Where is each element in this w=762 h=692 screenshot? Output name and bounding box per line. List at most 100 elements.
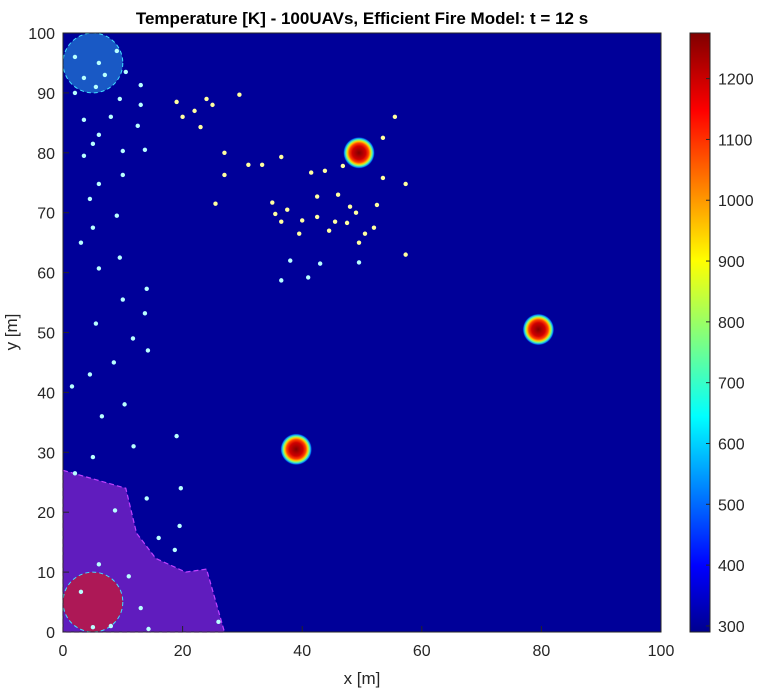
uav-point xyxy=(93,84,99,90)
uav-point xyxy=(138,605,143,611)
uav-point xyxy=(111,360,117,365)
colorbar-tick-label: 1200 xyxy=(718,72,754,89)
uav-point xyxy=(120,297,126,302)
y-tick-label: 100 xyxy=(28,26,55,43)
uav-point xyxy=(237,92,242,97)
uav-point xyxy=(156,535,161,541)
uav-point xyxy=(144,496,149,501)
uav-point xyxy=(117,96,123,102)
uav-point xyxy=(210,102,215,108)
y-tick-label: 20 xyxy=(37,505,55,522)
colorbar-tick-label: 900 xyxy=(718,254,745,271)
colorbar-tick-label: 700 xyxy=(718,376,745,393)
colorbar-tick-label: 1000 xyxy=(718,193,754,210)
uav-point xyxy=(314,194,320,199)
uav-point xyxy=(216,619,221,625)
uav-point xyxy=(120,148,126,154)
uav-point xyxy=(213,201,218,206)
uav-point xyxy=(131,444,136,449)
colorbar-tick-label: 600 xyxy=(718,436,745,453)
fire-hotspot-1 xyxy=(343,136,376,169)
uav-point xyxy=(177,523,182,529)
uav-point xyxy=(126,574,131,579)
uav-point xyxy=(108,623,114,629)
y-axis-label: y [m] xyxy=(2,314,21,351)
uav-point xyxy=(403,181,408,187)
uav-point xyxy=(87,196,93,202)
uav-point xyxy=(380,175,386,181)
uav-point xyxy=(259,162,265,167)
uav-point xyxy=(222,172,227,178)
uav-point xyxy=(285,207,290,212)
uav-point xyxy=(178,486,184,491)
uav-point xyxy=(114,48,120,54)
uav-point xyxy=(270,200,275,205)
y-tick-label: 50 xyxy=(37,326,55,343)
uav-point xyxy=(96,60,102,66)
uav-point xyxy=(96,266,102,271)
uav-point xyxy=(78,589,84,595)
uav-point xyxy=(332,219,338,224)
uav-point xyxy=(99,414,105,419)
uav-point xyxy=(374,202,380,208)
x-tick-label: 60 xyxy=(413,643,431,660)
y-tick-label: 40 xyxy=(37,385,55,402)
y-tick-label: 60 xyxy=(37,266,55,283)
x-tick-label: 80 xyxy=(533,643,551,660)
uav-point xyxy=(172,547,178,553)
uav-point xyxy=(180,114,185,120)
uav-point xyxy=(279,219,284,224)
colorbar-ticks: 300 400 500 600 700 800 900 1000 1100 1200 xyxy=(706,72,754,636)
uav-point xyxy=(72,90,78,96)
uav-point xyxy=(392,114,398,120)
uav-point xyxy=(380,135,386,141)
uav-point xyxy=(117,255,123,260)
x-tick-label: 100 xyxy=(648,643,675,660)
fire-hotspot-2 xyxy=(522,313,555,346)
colorbar-tick-label: 500 xyxy=(718,497,745,514)
uav-point xyxy=(144,286,149,291)
y-tick-label: 80 xyxy=(37,146,55,163)
uav-point xyxy=(93,321,99,326)
x-tick-label: 0 xyxy=(59,643,68,660)
y-tick-label: 30 xyxy=(37,445,55,462)
uav-point xyxy=(192,108,197,114)
uav-point xyxy=(362,231,368,236)
uav-point xyxy=(322,168,328,173)
uav-point xyxy=(112,508,118,513)
uav-point xyxy=(174,433,179,439)
y-axis: 0 10 20 30 40 50 60 70 80 90 100 xyxy=(28,26,69,642)
uav-point xyxy=(317,261,323,266)
uav-point xyxy=(87,372,93,377)
uav-point xyxy=(81,117,87,123)
uav-point xyxy=(96,562,102,567)
uav-point xyxy=(356,240,362,245)
uav-point xyxy=(135,123,140,129)
fire-hotspot-3 xyxy=(280,433,313,466)
uav-point xyxy=(72,471,78,476)
uav-point xyxy=(130,336,136,341)
uav-point xyxy=(102,72,108,78)
uav-point xyxy=(90,454,96,460)
uav-point xyxy=(403,252,408,257)
uav-point xyxy=(356,260,362,265)
uav-point xyxy=(145,348,151,353)
uav-point xyxy=(72,54,78,60)
uav-point xyxy=(174,99,179,105)
uav-point xyxy=(371,225,377,230)
colorbar xyxy=(689,32,711,633)
x-tick-label: 40 xyxy=(293,643,311,660)
uav-point xyxy=(122,402,127,407)
plot-area-background xyxy=(63,33,661,632)
x-tick-label: 20 xyxy=(174,643,192,660)
y-tick-label: 90 xyxy=(37,86,55,103)
uav-point xyxy=(340,163,346,169)
uav-point xyxy=(142,311,148,316)
uav-point xyxy=(138,102,143,108)
zone-layer xyxy=(62,32,226,633)
uav-point xyxy=(347,204,353,209)
uav-point xyxy=(279,278,284,283)
uav-point xyxy=(335,192,341,197)
uav-point xyxy=(300,218,305,223)
uav-point xyxy=(297,231,302,236)
